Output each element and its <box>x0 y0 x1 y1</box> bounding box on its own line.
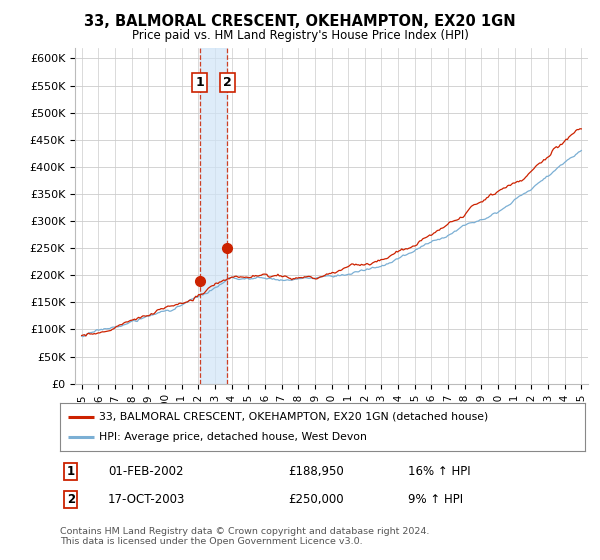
Text: 33, BALMORAL CRESCENT, OKEHAMPTON, EX20 1GN: 33, BALMORAL CRESCENT, OKEHAMPTON, EX20 … <box>84 14 516 29</box>
Text: 1: 1 <box>195 76 204 90</box>
Text: Contains HM Land Registry data © Crown copyright and database right 2024.
This d: Contains HM Land Registry data © Crown c… <box>60 526 430 546</box>
Text: Price paid vs. HM Land Registry's House Price Index (HPI): Price paid vs. HM Land Registry's House … <box>131 29 469 42</box>
Text: 16% ↑ HPI: 16% ↑ HPI <box>408 465 470 478</box>
Text: 01-FEB-2002: 01-FEB-2002 <box>108 465 184 478</box>
Text: 17-OCT-2003: 17-OCT-2003 <box>108 493 185 506</box>
Text: 33, BALMORAL CRESCENT, OKEHAMPTON, EX20 1GN (detached house): 33, BALMORAL CRESCENT, OKEHAMPTON, EX20 … <box>100 412 488 422</box>
Text: HPI: Average price, detached house, West Devon: HPI: Average price, detached house, West… <box>100 432 367 442</box>
Text: 2: 2 <box>67 493 75 506</box>
Text: 9% ↑ HPI: 9% ↑ HPI <box>408 493 463 506</box>
Text: £250,000: £250,000 <box>288 493 344 506</box>
Text: 1: 1 <box>67 465 75 478</box>
Bar <box>200 48 227 384</box>
Text: £188,950: £188,950 <box>288 465 344 478</box>
Text: 2: 2 <box>223 76 232 90</box>
